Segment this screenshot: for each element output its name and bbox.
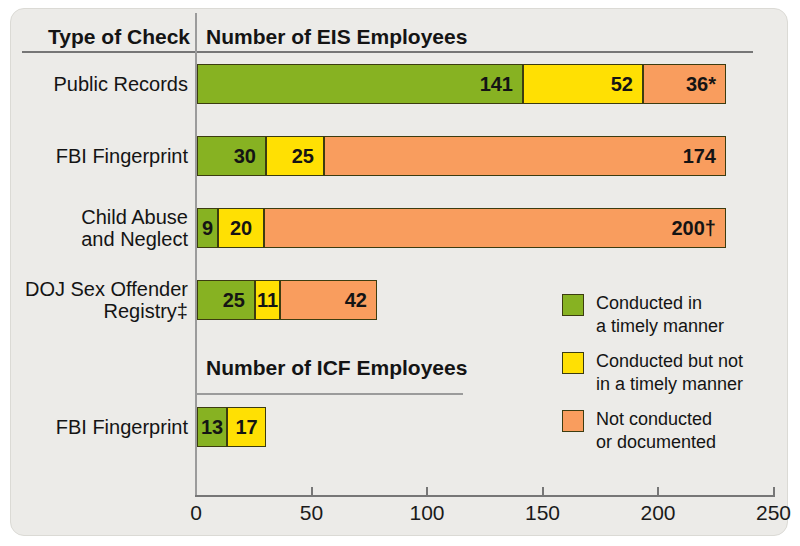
section-header-eis: Number of EIS Employees: [206, 25, 467, 49]
axis-tick-label: 50: [272, 501, 352, 525]
icf-divider-line: [197, 393, 463, 395]
row-label: DOJ Sex Offender Registry‡: [6, 280, 188, 320]
row-label: FBI Fingerprint: [6, 407, 188, 447]
bar-segment: 141: [197, 64, 523, 104]
legend-swatch-green: [562, 294, 584, 316]
bar-segment: 17: [227, 407, 266, 447]
legend-label: Conducted in a timely manner: [596, 292, 724, 338]
stacked-bar: 1317: [197, 407, 266, 447]
axis-tick-label: 250: [734, 501, 800, 525]
legend-label: Conducted but not in a timely manner: [596, 350, 743, 396]
stacked-bar: 251142: [197, 280, 377, 320]
axis-tick: [311, 487, 313, 495]
bar-segment: 174: [324, 136, 726, 176]
legend-entry-timely: Conducted in a timely manner: [562, 292, 743, 338]
bar-segment: 42: [280, 280, 377, 320]
section-header-icf: Number of ICF Employees: [206, 356, 467, 380]
legend-swatch-yellow: [562, 352, 584, 374]
bar-segment: 25: [197, 280, 255, 320]
row-label: Public Records: [6, 64, 188, 104]
bar-segment: 52: [523, 64, 643, 104]
bar-segment: 30: [197, 136, 266, 176]
stacked-bar: 920200†: [197, 208, 726, 248]
bar-segment: 36*: [643, 64, 726, 104]
stacked-bar: 3025174: [197, 136, 726, 176]
axis-tick: [657, 487, 659, 495]
column-header-type-of-check: Type of Check: [20, 25, 190, 49]
axis-tick-label: 100: [387, 501, 467, 525]
chart: Type of Check Number of EIS Employees Pu…: [0, 0, 800, 546]
legend-entry-not-conducted: Not conducted or documented: [562, 408, 743, 454]
legend-swatch-orange: [562, 410, 584, 432]
bar-segment: 11: [255, 280, 280, 320]
axis-tick-label: 0: [156, 501, 236, 525]
bar-segment: 20: [218, 208, 264, 248]
row-label: FBI Fingerprint: [6, 136, 188, 176]
bar-segment: 9: [197, 208, 218, 248]
stacked-bar: 1415236*: [197, 64, 726, 104]
header-divider-line: [22, 51, 753, 53]
axis-tick: [426, 487, 428, 495]
axis-tick-label: 200: [618, 501, 698, 525]
legend-label: Not conducted or documented: [596, 408, 716, 454]
legend: Conducted in a timely manner Conducted b…: [562, 292, 743, 454]
bar-segment: 200†: [264, 208, 726, 248]
bar-segment: 13: [197, 407, 227, 447]
axis-tick: [542, 487, 544, 495]
x-axis-line: [195, 495, 775, 497]
axis-tick-label: 150: [503, 501, 583, 525]
bar-segment: 25: [266, 136, 324, 176]
axis-tick: [773, 487, 775, 495]
row-label: Child Abuse and Neglect: [6, 208, 188, 248]
legend-entry-not-timely: Conducted but not in a timely manner: [562, 350, 743, 396]
